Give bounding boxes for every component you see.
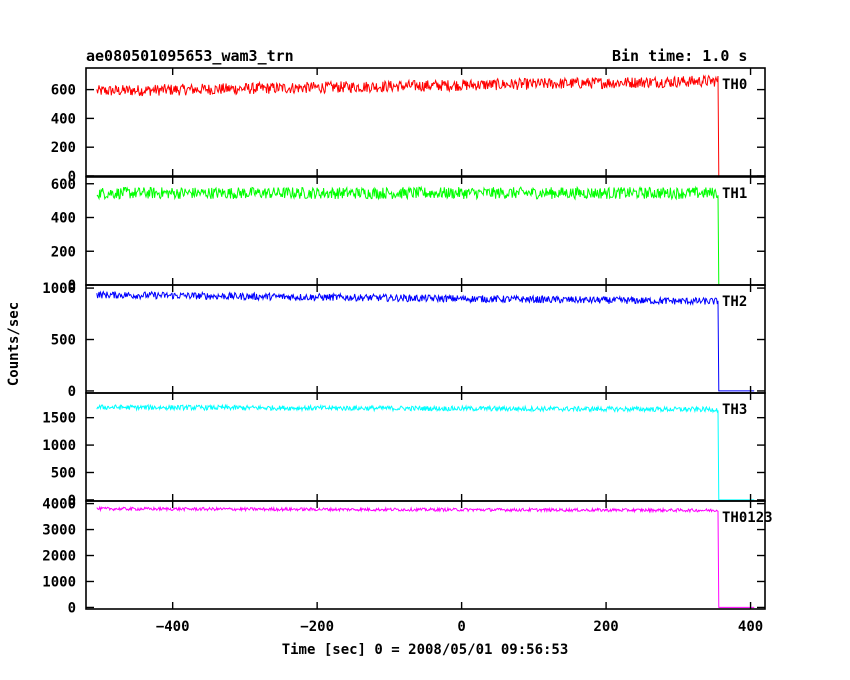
y-tick-label: 3000 [42,523,76,539]
y-tick-label: 500 [51,465,76,481]
y-tick-label: 0 [68,278,76,294]
panel-th1: 0 200 400 600 TH1 [51,176,766,294]
panel-th2: 0 500 1000 TH2 [42,281,766,400]
y-tick-label: 600 [51,83,76,99]
series-line-th0123 [96,505,755,608]
series-line-th1 [96,185,755,286]
x-tick-label: 0 [457,619,465,635]
y-tick-label: 2000 [42,549,76,565]
panel-th0: 0 200 400 600 TH0 [51,67,766,185]
x-tick-label: 200 [593,619,618,635]
bin-time-label: Bin time: 1.0 s [612,47,747,65]
y-tick-label: 1000 [42,574,76,590]
y-tick-label: 600 [51,177,76,193]
series-name-th2: TH2 [722,294,747,310]
y-tick-label: 0 [68,384,76,400]
x-tick-label: −400 [156,619,190,635]
y-tick-label: 400 [51,111,76,127]
series-line-th3 [96,403,755,501]
y-tick-label: 0 [68,600,76,616]
y-tick-label: 200 [51,140,76,156]
panel-frame [85,500,766,610]
y-tick-label: 1000 [42,281,76,297]
y-tick-label: 0 [68,169,76,185]
series-name-th1: TH1 [722,186,747,202]
y-tick-label: 400 [51,211,76,227]
x-tick-label: 400 [738,619,763,635]
y-tick-label: 200 [51,244,76,260]
series-name-th0: TH0 [722,77,747,93]
panels: 0 200 400 600 TH0 0 200 400 600 TH1 0 500 1000 TH2 0 50… [42,67,773,635]
series-line-th0 [96,74,755,177]
y-tick-label: 1500 [42,411,76,427]
series-line-th2 [96,290,755,392]
series-name-th3: TH3 [722,402,747,418]
y-axis-label: Counts/sec [6,302,22,386]
panel-th0123: 0 1000 2000 3000 4000 TH0123 [42,497,772,617]
panel-th3: 0 500 1000 1500 TH3 [42,392,766,509]
x-axis-label: Time [sec] 0 = 2008/05/01 09:56:53 [282,642,569,658]
panel-frame [85,67,766,177]
y-tick-label: 4000 [42,497,76,513]
y-tick-label: 0 [68,493,76,509]
y-tick-label: 500 [51,333,76,349]
series-name-th0123: TH0123 [722,510,773,526]
chart-title: ae080501095653_wam3_trn [86,47,294,65]
x-tick-label: −200 [300,619,334,635]
y-tick-label: 1000 [42,438,76,454]
